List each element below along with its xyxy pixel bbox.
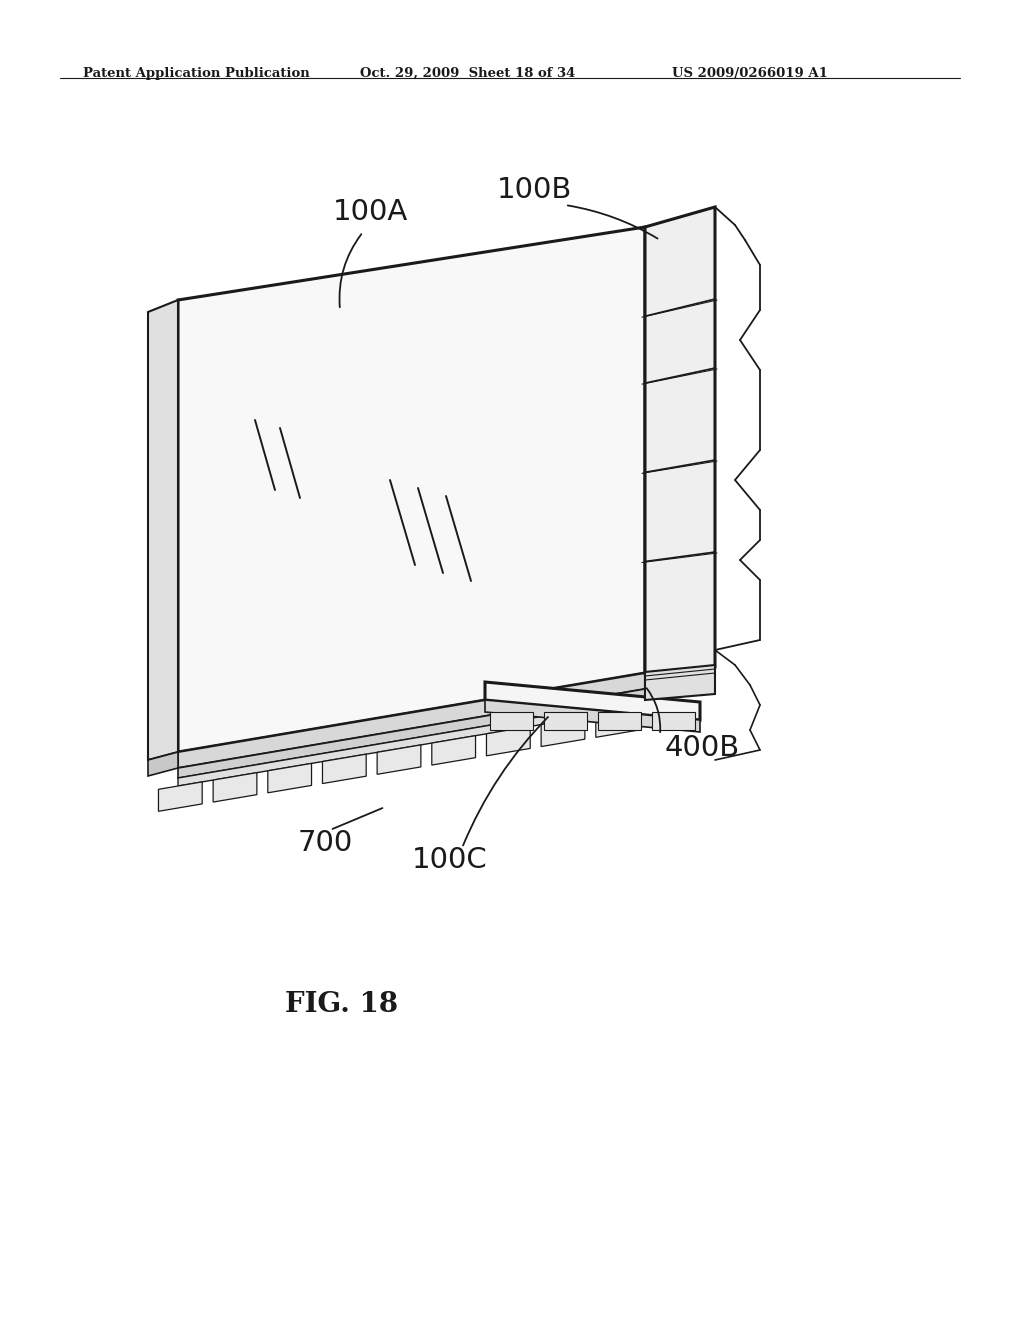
- Polygon shape: [178, 700, 645, 785]
- Polygon shape: [485, 682, 700, 719]
- Polygon shape: [377, 744, 421, 775]
- Text: 100A: 100A: [333, 198, 409, 226]
- Polygon shape: [178, 689, 645, 777]
- Polygon shape: [598, 711, 641, 730]
- Polygon shape: [541, 717, 585, 747]
- Text: Patent Application Publication: Patent Application Publication: [83, 67, 309, 81]
- Polygon shape: [596, 708, 640, 738]
- Polygon shape: [213, 772, 257, 803]
- Polygon shape: [432, 735, 475, 766]
- Text: US 2009/0266019 A1: US 2009/0266019 A1: [672, 67, 827, 81]
- Polygon shape: [323, 754, 367, 784]
- Text: 400B: 400B: [665, 734, 740, 762]
- Polygon shape: [651, 711, 694, 730]
- Polygon shape: [486, 726, 530, 756]
- Text: 100B: 100B: [497, 176, 572, 205]
- Polygon shape: [645, 207, 715, 673]
- Text: 700: 700: [298, 829, 353, 857]
- Polygon shape: [148, 300, 178, 760]
- Polygon shape: [645, 665, 715, 700]
- Polygon shape: [485, 700, 700, 733]
- Text: 100C: 100C: [412, 846, 487, 874]
- Polygon shape: [268, 763, 311, 793]
- Text: FIG. 18: FIG. 18: [285, 991, 398, 1019]
- Polygon shape: [544, 711, 587, 730]
- Polygon shape: [178, 673, 645, 768]
- Polygon shape: [159, 781, 202, 812]
- Text: Oct. 29, 2009  Sheet 18 of 34: Oct. 29, 2009 Sheet 18 of 34: [360, 67, 575, 81]
- Polygon shape: [178, 227, 645, 752]
- Polygon shape: [148, 752, 178, 776]
- Polygon shape: [490, 711, 534, 730]
